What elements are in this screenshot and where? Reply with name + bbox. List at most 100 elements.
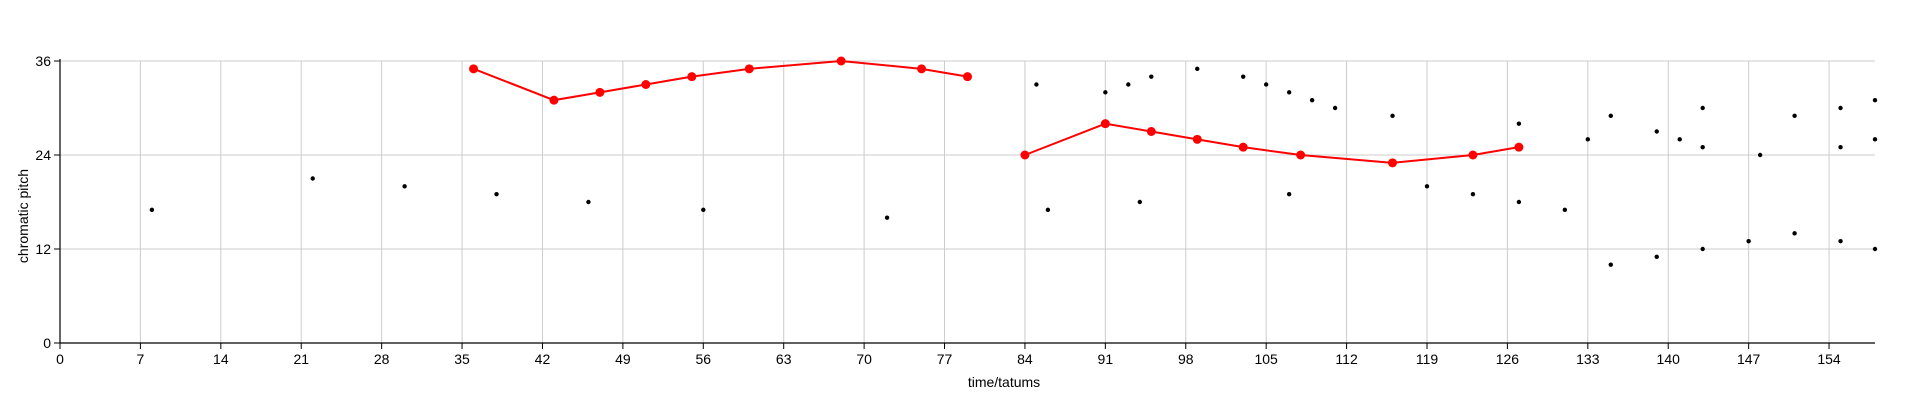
x-tick-label-8: 56 [696,351,712,367]
melody-point-0-5 [744,64,754,74]
melody-point-1-1 [1100,119,1110,129]
y-tick-label-2: 24 [35,147,51,163]
note-point-20 [1390,113,1395,119]
x-tick-label-17: 119 [1416,351,1439,367]
note-point-35 [1746,238,1751,244]
note-point-34 [1700,246,1705,252]
melody-point-1-3 [1192,134,1202,144]
note-point-3 [494,191,499,197]
axes: 0 7 14 21 28 35 42 49 56 63 70 77 84 91 98 105 112 119 126… [35,53,1875,367]
note-point-25 [1562,207,1568,213]
x-tick-label-14: 98 [1178,351,1194,367]
y-tick-label-0: 0 [43,335,51,351]
note-point-30 [1654,254,1659,260]
note-point-29 [1654,129,1659,134]
x-tick-label-7: 49 [615,351,631,367]
note-point-36 [1757,152,1763,158]
note-point-24 [1516,199,1522,205]
note-point-23 [1516,121,1522,126]
y-tick-label-3: 36 [35,53,51,69]
note-point-8 [1045,207,1051,213]
note-point-6 [884,215,890,220]
x-tick-label-1: 7 [137,351,145,367]
melody-point-1-6 [1388,158,1398,168]
note-point-19 [1332,105,1338,111]
x-tick-label-11: 77 [937,351,953,367]
note-point-10 [1126,82,1131,87]
note-point-39 [1838,105,1843,111]
x-tick-label-13: 91 [1098,351,1114,367]
melody-line-1 [1024,122,1520,164]
note-point-32 [1700,105,1705,111]
melody-point-0-2 [595,87,605,97]
melody-point-1-4 [1238,142,1248,152]
x-tick-label-2: 14 [213,351,229,367]
grid-lines [60,60,1875,343]
note-point-22 [1470,191,1476,197]
note-point-33 [1700,144,1705,150]
note-point-21 [1424,184,1430,189]
note-point-40 [1838,144,1843,150]
y-axis-title: chromatic pitch [15,169,31,263]
melody-point-1-2 [1146,127,1156,136]
x-tick-label-22: 154 [1817,351,1841,367]
note-point-17 [1286,191,1292,197]
note-point-9 [1103,90,1108,95]
note-point-16 [1286,90,1292,95]
note-point-41 [1838,238,1843,244]
x-tick-label-9: 63 [776,351,792,367]
melody-line-0 [473,59,968,102]
data-series [149,56,1878,267]
melody-point-0-1 [549,95,559,105]
melody-point-1-8 [1514,142,1524,152]
note-point-42 [1872,97,1878,103]
melody-point-1-7 [1468,150,1478,160]
note-point-44 [1872,246,1878,252]
x-tick-label-20: 140 [1657,351,1681,367]
y-tick-label-1: 12 [35,241,51,257]
x-tick-label-12: 84 [1017,351,1033,367]
note-point-2 [402,184,407,189]
melody-point-1-0 [1020,150,1030,160]
note-point-28 [1608,262,1613,267]
note-point-0 [149,207,155,213]
x-tick-label-18: 126 [1496,351,1520,367]
x-tick-label-6: 42 [535,351,551,367]
x-tick-label-15: 105 [1254,351,1278,367]
x-tick-label-5: 35 [454,351,470,367]
x-tick-label-3: 21 [293,351,309,367]
note-point-15 [1263,82,1269,87]
note-point-5 [701,207,706,213]
note-point-38 [1792,231,1797,236]
note-point-18 [1309,97,1315,103]
melody-point-0-4 [687,72,697,82]
note-point-12 [1149,74,1154,79]
note-point-11 [1137,199,1143,205]
melody-point-0-6 [836,56,846,66]
melody-point-0-0 [469,64,479,74]
note-point-27 [1608,113,1613,119]
note-point-7 [1034,82,1039,87]
axis-labels: time/tatums chromatic pitch [15,169,1040,390]
note-point-14 [1240,74,1246,79]
note-point-13 [1195,66,1200,72]
x-axis-title: time/tatums [968,374,1040,390]
note-point-4 [586,199,591,205]
x-tick-label-4: 28 [374,351,390,367]
note-point-37 [1792,113,1797,119]
note-point-26 [1585,137,1591,142]
melody-point-0-7 [917,64,927,74]
melody-point-0-8 [963,72,972,82]
note-point-1 [310,176,315,181]
melody-point-0-3 [641,80,651,89]
note-point-43 [1872,137,1878,142]
x-tick-label-16: 112 [1335,351,1358,367]
note-point-31 [1677,137,1682,142]
melody-point-1-5 [1296,150,1306,160]
x-tick-label-19: 133 [1576,351,1600,367]
x-tick-label-21: 147 [1737,351,1761,367]
x-tick-label-10: 70 [856,351,872,367]
x-tick-label-0: 0 [56,351,64,367]
